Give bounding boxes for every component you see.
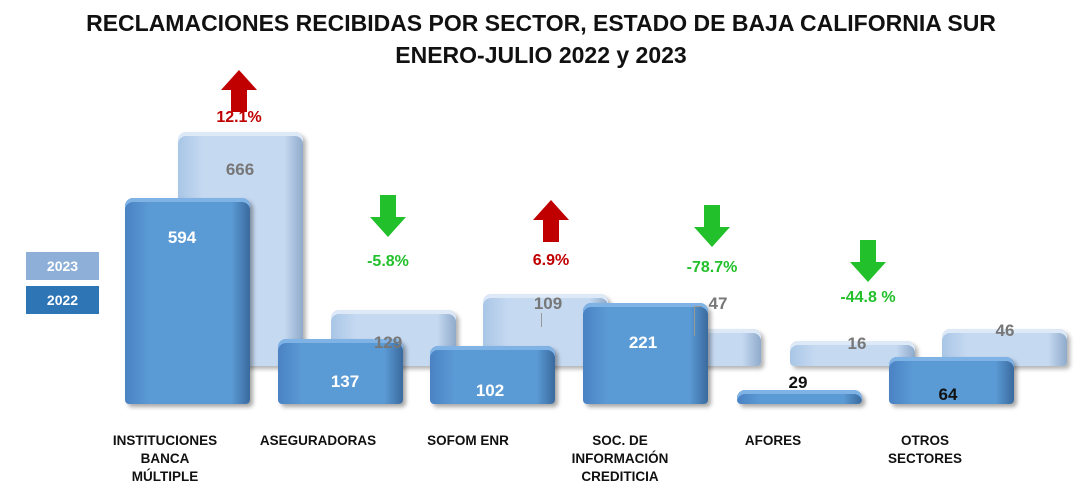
category-label-line: MÚLTIPLE <box>131 469 199 484</box>
data-label-2022: 137 <box>330 372 360 391</box>
change-label: 6.9% <box>532 252 570 269</box>
bar-2022 <box>125 198 250 404</box>
data-label-2022: 64 <box>938 385 958 404</box>
data-label-2022: 29 <box>788 373 808 392</box>
leader-line <box>694 306 702 307</box>
category-label-line: INFORMACIÓN <box>571 451 669 466</box>
category-label-line: SOC. DE <box>592 433 648 448</box>
category-label: SOC. DE INFORMACIÓN CREDITICIA <box>545 432 695 486</box>
bar-2022 <box>889 356 1014 404</box>
category-label: AFORES <box>698 432 848 450</box>
chart-subtitle: ENERO-JULIO 2022 y 2023 <box>395 42 687 68</box>
category-label-line: CREDITICIA <box>581 469 659 484</box>
change-label: 12.1% <box>216 109 262 126</box>
data-label-2022: 102 <box>475 381 505 400</box>
leader-line <box>694 306 695 336</box>
data-label-2023: 666 <box>225 160 255 179</box>
data-label-2023: 129 <box>373 333 403 352</box>
legend-2022: 2022 <box>26 286 99 314</box>
data-label-2023: 109 <box>533 294 563 313</box>
change-label: -78.7% <box>686 259 738 276</box>
change-label: -44.8 % <box>840 289 896 306</box>
data-label-2023: 46 <box>995 321 1015 340</box>
category-label-line: ASEGURADORAS <box>259 433 377 448</box>
category-label: INSTITUCIONES BANCA MÚLTIPLE <box>90 432 240 486</box>
arrow-up-icon <box>533 200 569 242</box>
category-label: OTROS SECTORES <box>850 432 1000 468</box>
chart-title: RECLAMACIONES RECIBIDAS POR SECTOR, ESTA… <box>86 10 996 36</box>
category-label-line: AFORES <box>744 433 802 448</box>
category-label: SOFOM ENR <box>393 432 543 450</box>
category-label: ASEGURADORAS <box>243 432 393 450</box>
bar-2022 <box>278 338 403 404</box>
data-label-2023: 47 <box>708 294 728 313</box>
leader-line <box>541 313 542 327</box>
arrow-up-icon <box>221 70 257 112</box>
data-label-2022: 221 <box>628 333 658 352</box>
bar-2022 <box>583 303 708 404</box>
bar-2022 <box>430 346 555 404</box>
category-label-line: INSTITUCIONES <box>112 433 218 448</box>
data-label-2022: 594 <box>167 228 197 247</box>
change-label: -5.8% <box>367 253 409 270</box>
legend-2023: 2023 <box>26 252 99 280</box>
data-label-2023: 16 <box>847 334 867 353</box>
arrow-down-icon <box>850 240 886 282</box>
arrow-down-icon <box>694 205 730 247</box>
category-label-line: OTROS <box>900 433 949 448</box>
bar-2022 <box>737 390 862 404</box>
category-label-line: SECTORES <box>887 451 963 466</box>
category-label-line: SOFOM ENR <box>427 433 509 448</box>
arrow-down-icon <box>370 195 406 237</box>
category-label-line: BANCA <box>140 451 190 466</box>
